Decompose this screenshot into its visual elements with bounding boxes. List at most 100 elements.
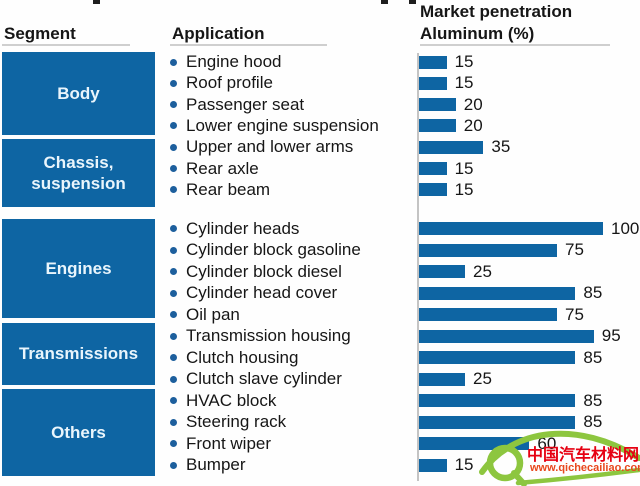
segment-column-header: Segment [4,24,76,43]
bar-row: 25 [419,261,492,282]
bar-value-label: 85 [583,412,603,431]
bar-value-label: 15 [454,73,474,93]
segment-box-engines: Engines [2,218,155,318]
application-list-item: HVAC block [170,390,415,411]
bar-row: 85 [419,347,602,368]
bullet-icon [170,440,177,447]
cropped-title-fragment [381,0,388,4]
bar-value-label: 60 [537,433,557,453]
segment-label: Engines [45,258,112,278]
watermark-site-url: www.qichecailiao.com [530,462,640,474]
bar-axis-line [417,53,419,481]
bullet-icon [170,268,177,275]
bar [419,415,576,429]
penetration-header-line2: Aluminum (%) [420,24,535,43]
bar-value-label: 15 [454,158,474,178]
bar-row: 20 [419,94,483,115]
bullet-icon [170,289,177,297]
application-label: Clutch slave cylinder [186,369,342,388]
application-label: Front wiper [186,433,272,453]
bullet-icon [170,79,177,87]
bar-row: 85 [419,412,602,433]
bar [419,119,456,133]
application-label: Upper and lower arms [186,137,354,157]
application-list-item: Passenger seat [170,94,415,115]
bullet-icon [170,375,177,383]
application-list-item: Rear axle [170,158,415,179]
application-list-item: Roof profile [170,73,415,94]
application-list-item: Cylinder block diesel [170,261,415,282]
bar-value-label: 100 [611,218,640,238]
bar-row: 15 [419,455,474,476]
application-list-item: Clutch slave cylinder [170,369,415,390]
cropped-title-fragment [93,0,100,4]
bar-value-label: 20 [463,115,483,135]
application-label: Passenger seat [186,94,305,114]
application-label: Bumper [186,455,246,474]
segment-box-chassis-suspension: Chassis, suspension [2,138,155,207]
bullet-icon [170,397,177,404]
application-label: Rear beam [186,179,271,199]
watermark-car-logo [479,430,640,486]
bar [419,308,557,321]
application-label: HVAC block [186,390,277,410]
application-list-item: Cylinder block gasoline [170,240,415,261]
bullet-icon [170,246,177,254]
bar-value-label: 85 [583,283,603,302]
application-list-item: Cylinder head cover [170,283,415,304]
bar-value-label: 25 [473,261,492,281]
bar-row: 20 [419,115,483,136]
application-label: Clutch housing [186,347,299,367]
segment-label: Transmissions [18,344,139,363]
application-list-item: Cylinder heads [170,218,415,239]
bar-row: 35 [419,137,510,158]
segment-box-others: Others [2,388,155,476]
bar [419,162,447,175]
bar [419,140,484,154]
bullet-icon [170,58,177,66]
bar-value-label: 15 [454,179,474,199]
application-list-item: Bumper [170,455,415,476]
application-header-underline [170,44,327,46]
q-logo-ring [486,444,524,482]
bar-row: 95 [419,326,621,347]
application-list-item: Oil pan [170,304,415,325]
bar-row: 15 [419,73,474,94]
bar-value-label: 20 [463,94,483,114]
bar [419,286,576,300]
bar-row: 75 [419,240,584,261]
bar-row: 85 [419,283,602,304]
bar [419,183,447,197]
application-label: Transmission housing [186,326,351,345]
bullet-icon [170,461,177,469]
application-list-item: Rear beam [170,179,415,200]
segment-header-underline [2,44,130,46]
application-label: Steering rack [186,412,287,431]
bullet-icon [170,225,177,232]
bullet-icon [170,122,177,130]
segment-box-body: Body [2,51,155,135]
application-list-item: Engine hood [170,52,415,73]
bar-value-label: 85 [583,347,603,367]
car-roof-curve [479,430,640,475]
bar-row: 85 [419,390,602,411]
bar [419,265,465,278]
application-label: Cylinder block diesel [186,261,342,281]
bullet-icon [170,101,177,109]
bullet-icon [170,332,177,340]
watermark: 中国汽车材料网 www.qichecailiao.com [468,414,640,486]
application-list-item: Upper and lower arms [170,137,415,158]
bar-value-label: 75 [565,240,584,259]
bar [419,394,576,407]
bar-value-label: 95 [601,326,621,345]
bar-value-label: 35 [491,137,511,157]
segment-label: Chassis, [43,152,114,172]
bullet-icon [170,311,177,318]
application-label: Cylinder block gasoline [186,240,361,259]
bar-row: 75 [419,304,584,325]
application-list-item: Transmission housing [170,326,415,347]
bar [419,76,447,90]
application-label: Cylinder head cover [186,283,338,302]
bullet-icon [170,186,177,194]
